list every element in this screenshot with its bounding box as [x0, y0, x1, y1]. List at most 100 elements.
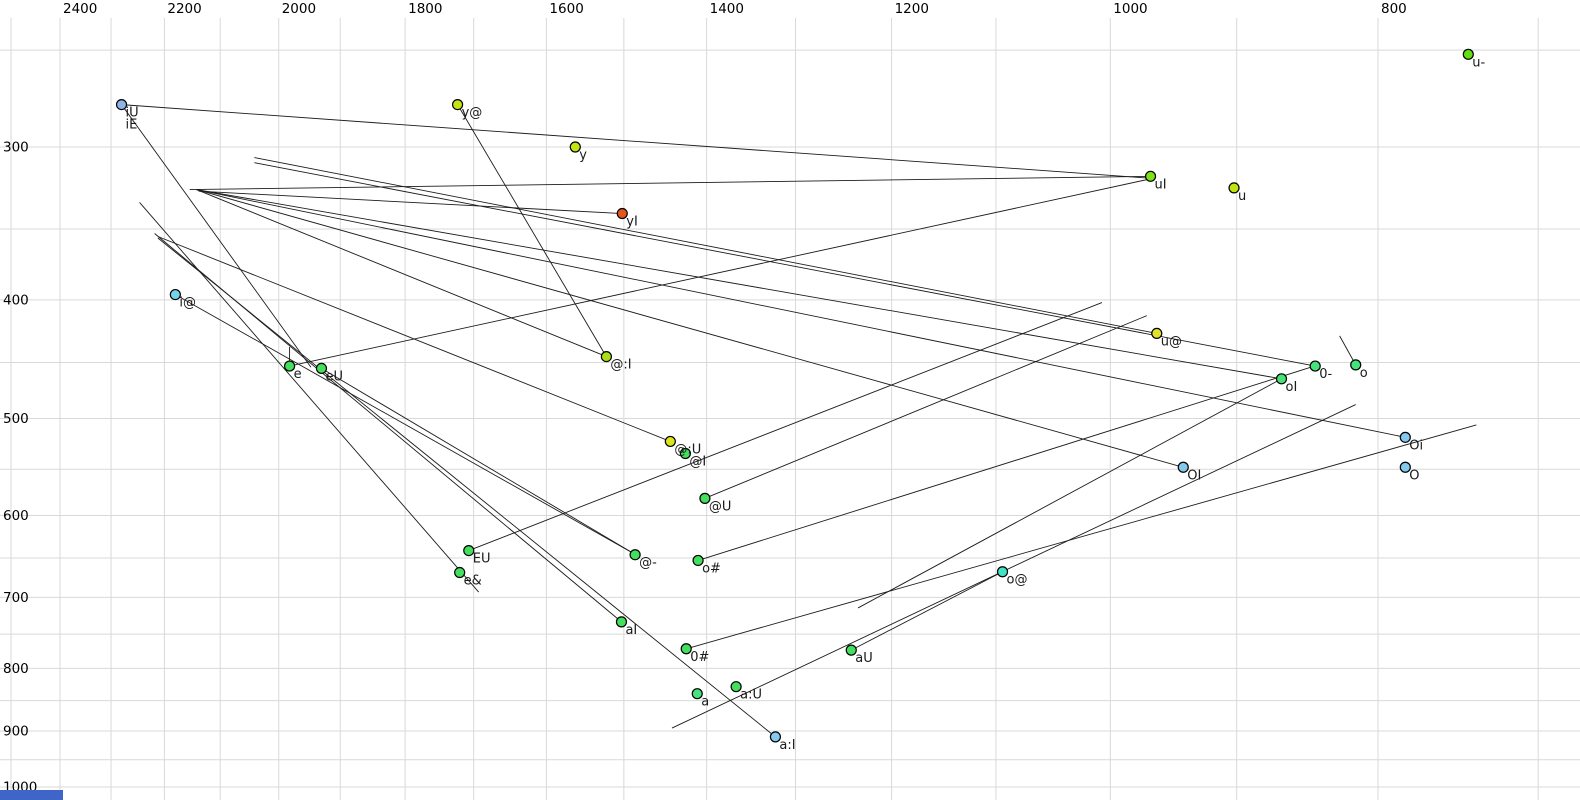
vowel-point-label: u@: [1161, 334, 1182, 349]
vowel-point-label: @U: [709, 499, 732, 514]
x-axis-tick-label: 800: [1381, 1, 1407, 17]
y-axis-tick-label: 900: [3, 723, 29, 739]
u@-trajectory: [254, 157, 1157, 334]
vowel-point-label: OI: [1187, 468, 1201, 483]
vowel-point-0-[interactable]: [1309, 360, 1321, 372]
vowel-point-yI[interactable]: [616, 207, 628, 220]
vowel-point-i@[interactable]: [169, 288, 181, 301]
vowel-point-oI[interactable]: [1275, 373, 1288, 385]
vowel-point-label: y: [579, 148, 587, 163]
vowel-point-o@[interactable]: [996, 566, 1009, 578]
vowel-point-OI[interactable]: [1177, 461, 1189, 473]
vowel-point-e[interactable]: [283, 360, 296, 372]
vowel-point-Oi[interactable]: [1399, 431, 1411, 443]
vowel-point-EU[interactable]: [463, 544, 475, 557]
gridlines-layer: [0, 18, 1580, 800]
vowel-point-label: o#: [702, 561, 721, 576]
vowel-point-label: u: [1238, 189, 1246, 204]
vowel-point-label: yI: [626, 215, 638, 230]
vowel-point-u@[interactable]: [1151, 327, 1163, 339]
vowel-point-0#[interactable]: [680, 643, 692, 655]
iU-trajectory: [121, 104, 1147, 179]
vowel-point-iU[interactable]: [115, 98, 128, 111]
OI-trajectory: [196, 189, 1184, 468]
uI-trajectory: [189, 175, 1151, 190]
0#-trajectory: [686, 424, 1477, 650]
vowel-point-label: 0#: [690, 650, 709, 665]
vowel-point-o#[interactable]: [692, 554, 704, 567]
y-axis-tick-label: 500: [3, 411, 29, 427]
vowel-point-a[interactable]: [691, 688, 703, 700]
EU-trajectory: [468, 302, 1103, 552]
vowel-point-a:I[interactable]: [769, 731, 782, 743]
vowel-point-label: e&: [464, 574, 482, 589]
iE-trajectory: [121, 104, 312, 368]
vowel-point-@I[interactable]: [679, 447, 691, 460]
vowel-point-aU[interactable]: [845, 644, 857, 656]
vowel-point-u[interactable]: [1228, 182, 1240, 194]
vowel-point-label: y@: [462, 106, 483, 121]
a:I-trajectory: [157, 237, 776, 738]
@:I-trajectory: [196, 189, 607, 358]
y-axis-tick-label: 400: [3, 292, 29, 308]
y@-trajectory: [457, 104, 606, 356]
eU-trajectory: [321, 368, 635, 555]
vowel-point-aI[interactable]: [615, 616, 628, 628]
x-axis-tick-label: 1200: [895, 1, 929, 17]
vowel-point-label: u-: [1472, 55, 1485, 70]
vowel-point-label: iU: [126, 106, 139, 121]
vowel-point-label: a:I: [779, 738, 795, 753]
x-axis-tick-label: 1400: [710, 1, 744, 17]
y-axis-tick-label: 800: [3, 661, 29, 677]
vowel-point-o[interactable]: [1350, 359, 1362, 371]
vowel-point-@-[interactable]: [629, 549, 641, 561]
yI-trajectory: [198, 190, 623, 214]
y-axis-tick-label: 600: [3, 508, 29, 524]
vowel-point-@:U[interactable]: [664, 435, 676, 448]
vowel-point-e&[interactable]: [454, 566, 466, 579]
vowel-point-label: iE: [126, 118, 138, 133]
vowel-point-label: EU: [473, 552, 491, 567]
@U-trajectory: [704, 315, 1148, 499]
vowel-point-a:U[interactable]: [730, 681, 742, 693]
vowel-point-label: @-: [639, 556, 657, 571]
vowel-point-label: e: [294, 367, 302, 382]
x-axis-tick-label: 2400: [63, 1, 97, 17]
vowel-point-label: uI: [1155, 177, 1167, 192]
vowel-point-y@[interactable]: [451, 98, 464, 111]
axis-labels-layer: 2400 2200 2000 1800 1600 1400 1200 1000 800 300 40…: [3, 1, 1407, 796]
Oi-trajectory: [196, 189, 1406, 438]
vowel-point-O[interactable]: [1399, 461, 1411, 473]
vowel-point-label: i@: [179, 296, 196, 311]
aU-trajectory: [851, 571, 1003, 651]
vowel-point-label: Oi: [1409, 438, 1423, 453]
o#-trajectory: [697, 366, 1312, 561]
y-axis-tick-label: 700: [3, 590, 29, 606]
vowel-point-label: @I: [689, 455, 706, 470]
vowel-point-@:I[interactable]: [600, 350, 612, 363]
i@-trajectory: [175, 294, 635, 555]
vowel-point-label: aU: [855, 651, 872, 666]
vowel-point-label: oI: [1286, 380, 1298, 395]
e-long-trajectory: [289, 179, 1147, 367]
vowel-point-label: @:U: [674, 442, 701, 457]
x-axis-tick-label: 2200: [167, 1, 201, 17]
vowel-point-label: a: [701, 695, 709, 710]
vowel-point-uI[interactable]: [1144, 170, 1157, 182]
y-axis-tick-label: 300: [3, 140, 29, 156]
vowel-point-label: o: [1360, 366, 1368, 381]
vowel-point-u-[interactable]: [1462, 48, 1474, 60]
a-oI-trajectory: [857, 378, 1282, 609]
x-axis-tick-label: 2000: [282, 1, 316, 17]
vowel-point-eU[interactable]: [315, 362, 328, 375]
vowel-points-layer: [115, 48, 1474, 743]
vowel-point-label: a:U: [740, 688, 762, 703]
vowel-point-y[interactable]: [569, 141, 581, 153]
0--trajectory: [254, 162, 1316, 367]
vowel-point-label: 0-: [1319, 367, 1332, 382]
vowel-point-label: eU: [325, 369, 343, 384]
corner-selection-swatch[interactable]: [0, 790, 63, 800]
vowel-point-@U[interactable]: [699, 492, 711, 504]
